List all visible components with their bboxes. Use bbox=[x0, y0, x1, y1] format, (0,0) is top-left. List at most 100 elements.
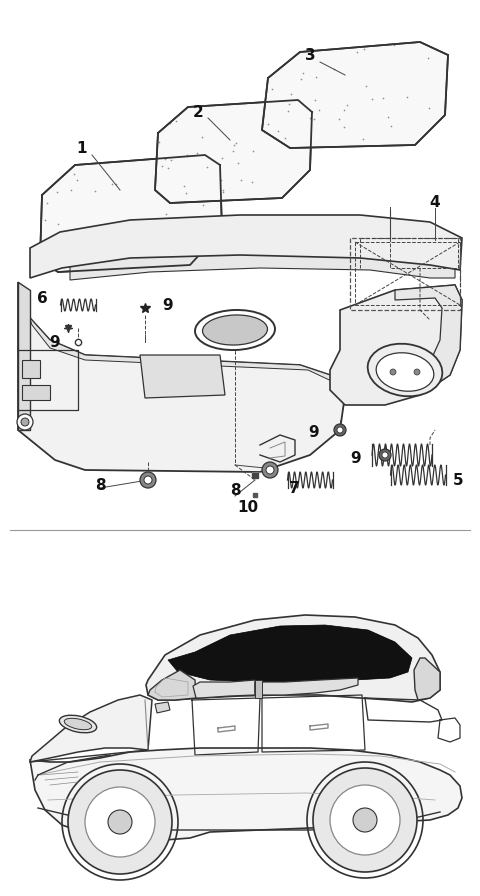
Point bbox=[264, 117, 271, 132]
Point bbox=[199, 198, 207, 212]
Point bbox=[62, 250, 70, 264]
Point bbox=[193, 146, 201, 160]
Point bbox=[360, 132, 367, 146]
Polygon shape bbox=[255, 678, 358, 695]
Point bbox=[232, 136, 240, 151]
Circle shape bbox=[334, 424, 346, 436]
Polygon shape bbox=[40, 155, 222, 272]
Point bbox=[300, 65, 307, 80]
Point bbox=[70, 168, 78, 182]
Point bbox=[268, 82, 276, 96]
Circle shape bbox=[337, 427, 343, 433]
Ellipse shape bbox=[64, 719, 92, 729]
Polygon shape bbox=[22, 360, 40, 378]
Polygon shape bbox=[155, 702, 170, 713]
Circle shape bbox=[17, 414, 33, 430]
Point bbox=[229, 144, 237, 159]
Polygon shape bbox=[255, 680, 262, 698]
Text: 6: 6 bbox=[36, 290, 48, 306]
Point bbox=[330, 62, 338, 76]
Point bbox=[138, 231, 145, 246]
Polygon shape bbox=[140, 355, 225, 398]
Circle shape bbox=[144, 476, 152, 484]
Polygon shape bbox=[168, 625, 412, 682]
Point bbox=[203, 159, 211, 174]
Circle shape bbox=[266, 466, 274, 474]
Circle shape bbox=[382, 452, 388, 458]
Point bbox=[180, 179, 188, 194]
Point bbox=[306, 111, 314, 125]
Point bbox=[360, 41, 368, 56]
Circle shape bbox=[313, 768, 417, 872]
Ellipse shape bbox=[203, 315, 267, 345]
Text: 7: 7 bbox=[288, 480, 300, 495]
Point bbox=[41, 212, 49, 227]
Point bbox=[63, 228, 71, 242]
Text: 9: 9 bbox=[163, 297, 173, 313]
Point bbox=[312, 70, 320, 84]
Circle shape bbox=[414, 369, 420, 375]
Polygon shape bbox=[146, 615, 440, 702]
Point bbox=[343, 98, 351, 112]
Polygon shape bbox=[22, 385, 50, 400]
Point bbox=[54, 217, 62, 231]
Text: 1: 1 bbox=[77, 141, 87, 156]
Circle shape bbox=[21, 418, 29, 426]
Circle shape bbox=[85, 787, 155, 857]
Point bbox=[340, 102, 348, 116]
Point bbox=[161, 151, 169, 166]
Point bbox=[182, 185, 190, 200]
Point bbox=[368, 92, 376, 107]
Polygon shape bbox=[193, 680, 255, 698]
Circle shape bbox=[390, 369, 396, 375]
Point bbox=[234, 156, 242, 170]
Point bbox=[93, 234, 101, 248]
Point bbox=[384, 110, 392, 125]
Text: 3: 3 bbox=[305, 47, 315, 63]
Point bbox=[158, 159, 166, 173]
Text: 9: 9 bbox=[50, 334, 60, 349]
Point bbox=[166, 116, 174, 130]
Polygon shape bbox=[414, 658, 440, 700]
Point bbox=[311, 92, 319, 107]
Point bbox=[220, 183, 228, 197]
Point bbox=[284, 104, 292, 118]
Point bbox=[218, 151, 226, 165]
Point bbox=[238, 173, 245, 187]
Point bbox=[425, 100, 432, 115]
Point bbox=[172, 114, 180, 128]
Point bbox=[72, 263, 80, 277]
Polygon shape bbox=[155, 100, 312, 203]
Point bbox=[52, 247, 60, 262]
Polygon shape bbox=[262, 42, 448, 148]
Circle shape bbox=[379, 449, 391, 461]
Text: 10: 10 bbox=[238, 501, 259, 515]
Polygon shape bbox=[330, 285, 462, 405]
Text: 2: 2 bbox=[192, 105, 204, 119]
Point bbox=[424, 51, 432, 65]
Text: 9: 9 bbox=[351, 451, 361, 466]
Point bbox=[161, 232, 168, 246]
Point bbox=[43, 196, 51, 211]
Polygon shape bbox=[30, 748, 462, 840]
Polygon shape bbox=[18, 282, 345, 395]
Ellipse shape bbox=[60, 715, 96, 733]
Point bbox=[281, 131, 289, 145]
Point bbox=[67, 183, 75, 197]
Point bbox=[112, 177, 120, 192]
Point bbox=[310, 112, 318, 126]
Point bbox=[73, 173, 81, 187]
Point bbox=[183, 148, 191, 162]
Point bbox=[336, 111, 343, 125]
Polygon shape bbox=[18, 282, 345, 472]
Point bbox=[390, 38, 397, 52]
Circle shape bbox=[353, 808, 377, 832]
Point bbox=[108, 177, 116, 192]
Circle shape bbox=[330, 785, 400, 855]
Point bbox=[249, 143, 256, 158]
Point bbox=[285, 97, 293, 111]
Point bbox=[91, 184, 99, 198]
Polygon shape bbox=[30, 215, 462, 278]
Point bbox=[155, 134, 163, 149]
Point bbox=[248, 175, 256, 189]
